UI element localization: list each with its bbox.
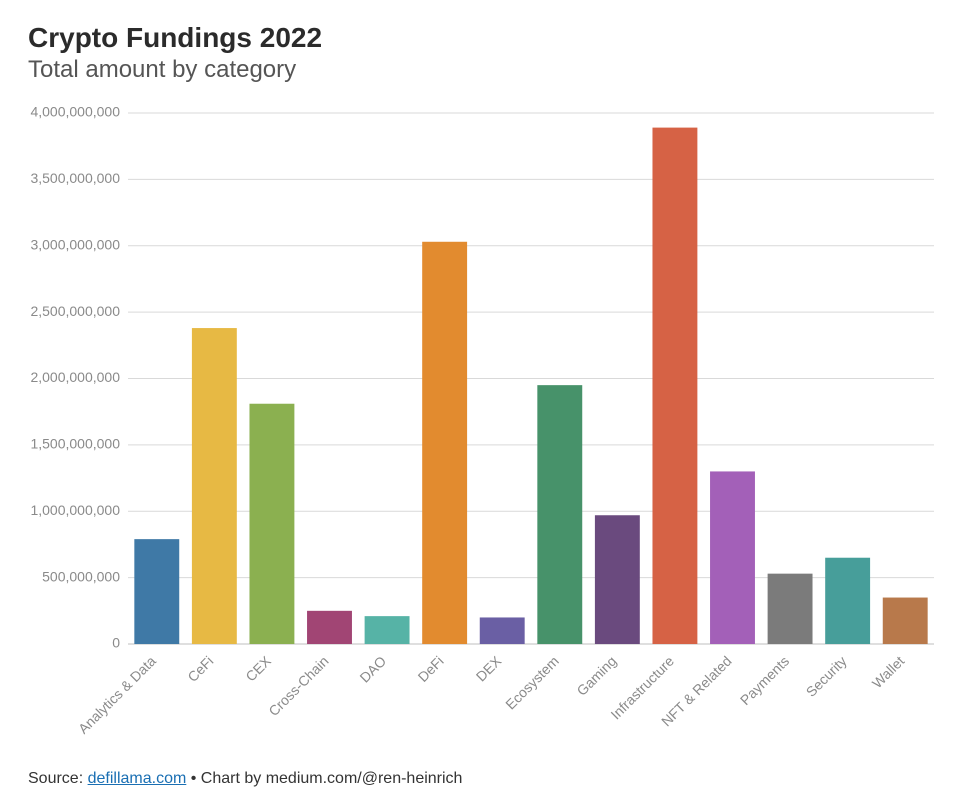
chart-title: Crypto Fundings 2022	[28, 22, 944, 54]
bar-chart-svg: 0 500,000,000 1,000,000,000 1,500,000,000 2,…	[28, 107, 944, 764]
x-tick-label: CeFi	[184, 653, 216, 685]
y-tick-label: 4,000,000,000	[30, 107, 120, 120]
chart-subtitle: Total amount by category	[28, 56, 944, 85]
x-tick-label: Gaming	[573, 653, 619, 699]
bar	[480, 617, 525, 644]
bar	[595, 515, 640, 644]
bar	[249, 404, 294, 644]
y-tick-label: 2,000,000,000	[30, 369, 120, 385]
x-tick-label: DEX	[473, 652, 505, 684]
bar	[422, 242, 467, 644]
x-tick-label: DAO	[356, 653, 389, 686]
x-tick-label: Wallet	[869, 653, 908, 692]
bar	[192, 328, 237, 644]
x-tick-label: Payments	[737, 653, 792, 708]
bar	[883, 598, 928, 644]
x-tick-label: Security	[803, 653, 850, 700]
bar	[652, 128, 697, 644]
y-tick-label: 3,000,000,000	[30, 236, 120, 252]
bar	[710, 471, 755, 644]
bar	[768, 574, 813, 644]
y-tick-label: 1,500,000,000	[30, 436, 120, 452]
y-tick-label: 3,500,000,000	[30, 170, 120, 186]
footer-suffix: • Chart by medium.com/@ren-heinrich	[186, 770, 462, 787]
y-tick-label: 500,000,000	[42, 568, 120, 584]
x-tick-label: Ecosystem	[502, 653, 562, 713]
footer-prefix: Source:	[28, 770, 88, 787]
bar	[825, 558, 870, 644]
bar	[537, 385, 582, 644]
chart-area: 0 500,000,000 1,000,000,000 1,500,000,000 2,…	[28, 107, 944, 764]
y-tick-label: 1,000,000,000	[30, 502, 120, 518]
y-tick-label: 0	[112, 635, 120, 651]
y-tick-label: 2,500,000,000	[30, 303, 120, 319]
x-tick-label: CEX	[242, 652, 274, 684]
x-tick-label: Analytics & Data	[75, 653, 159, 737]
source-link[interactable]: defillama.com	[88, 770, 187, 787]
x-tick-label: Cross-Chain	[265, 653, 331, 719]
bar	[307, 611, 352, 644]
x-tick-label: DeFi	[415, 653, 447, 685]
chart-frame: Crypto Fundings 2022 Total amount by cat…	[0, 0, 972, 808]
bar	[134, 539, 179, 644]
chart-footer: Source: defillama.com • Chart by medium.…	[28, 770, 944, 788]
bar	[365, 616, 410, 644]
